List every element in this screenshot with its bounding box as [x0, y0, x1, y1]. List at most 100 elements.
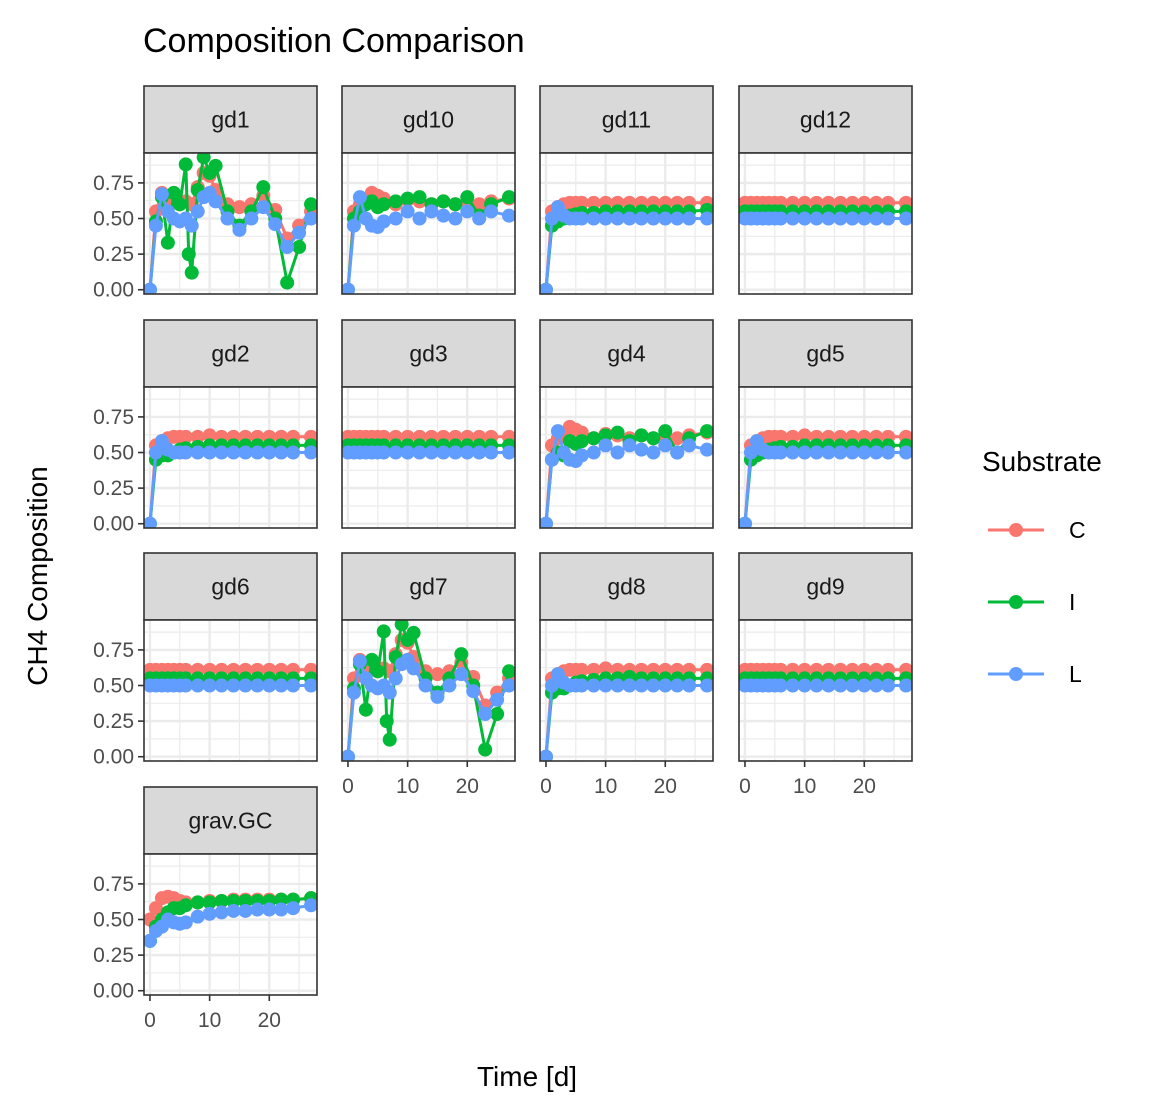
data-point-C [598, 661, 613, 676]
data-point-L [304, 678, 317, 693]
data-point-L [743, 445, 758, 460]
facet-panel-gd1: gd1 0.00 0.25 0.50 0.75 [93, 85, 318, 302]
data-point-L [881, 211, 896, 226]
data-point-L [292, 225, 307, 240]
legend-key-point [1009, 523, 1023, 537]
data-point-L [304, 211, 317, 226]
data-point-L [586, 678, 601, 693]
y-tick-label: 0.00 [93, 279, 134, 302]
legend-item-I: I [988, 589, 1075, 615]
data-point-L [220, 211, 235, 226]
data-point-L [226, 903, 241, 918]
data-point-L [899, 445, 912, 460]
data-point-L [658, 678, 673, 693]
facet-strip [539, 319, 714, 388]
data-point-I [700, 424, 713, 439]
data-point-L [821, 678, 836, 693]
data-point-I [502, 190, 515, 205]
facet-grid: gd1 0.00 0.25 0.50 0.75 gd10 gd11 gd12 gd2 0.00 0.… [93, 85, 913, 1032]
data-point-L [634, 211, 649, 226]
data-point-L [424, 204, 439, 219]
data-point-L [845, 211, 860, 226]
data-point-L [646, 211, 661, 226]
data-point-L [238, 903, 253, 918]
y-tick-label: 0.25 [93, 477, 134, 500]
data-point-L [610, 445, 625, 460]
data-point-I [190, 895, 205, 910]
data-point-L [342, 749, 355, 761]
legend-item-C: C [988, 517, 1086, 543]
data-point-C [574, 195, 589, 210]
data-point-L [833, 678, 848, 693]
facet-strip-label: grav.GC [189, 808, 273, 834]
data-point-L [646, 445, 661, 460]
data-point-L [700, 211, 713, 226]
data-point-I [454, 647, 469, 662]
data-point-L [670, 445, 685, 460]
data-point-I [574, 434, 589, 449]
data-point-C [232, 200, 247, 215]
data-point-I [196, 153, 211, 165]
y-tick-label: 0.50 [93, 442, 134, 465]
data-point-I [226, 894, 241, 908]
x-tick-label: 20 [456, 775, 479, 798]
legend-label-I: I [1069, 589, 1075, 615]
data-point-I [202, 895, 217, 910]
x-tick-label: 10 [594, 775, 617, 798]
data-point-I [436, 194, 451, 209]
data-point-L [540, 516, 553, 528]
facet-strip-label: gd11 [602, 107, 651, 133]
data-point-L [430, 689, 445, 704]
x-tick-label: 0 [342, 775, 354, 798]
facet-panel-gd4: gd4 [539, 319, 714, 529]
data-point-L [610, 678, 625, 693]
legend-label-C: C [1069, 517, 1086, 543]
data-point-L [244, 211, 259, 226]
data-point-L [670, 211, 685, 226]
data-point-L [881, 445, 896, 460]
data-point-I [598, 428, 613, 443]
data-point-I [382, 732, 397, 747]
data-point-L [214, 678, 229, 693]
panel-border [143, 619, 318, 762]
plot-data [739, 662, 912, 693]
data-point-I [379, 714, 394, 729]
y-tick-label: 0.50 [93, 909, 134, 932]
data-point-L [154, 187, 169, 202]
x-tick-label: 20 [853, 775, 876, 798]
data-point-L [598, 211, 613, 226]
data-point-I [172, 197, 187, 212]
data-point-C [190, 429, 205, 444]
data-point-L [376, 214, 391, 229]
data-point-I [208, 158, 223, 173]
plot-data [144, 889, 317, 948]
plot-data [144, 428, 317, 528]
plot-data [540, 419, 713, 528]
data-point-L [881, 678, 896, 693]
data-point-L [845, 445, 860, 460]
data-point-L [406, 661, 421, 676]
facet-strip [143, 319, 318, 388]
data-point-L [670, 678, 685, 693]
data-point-L [899, 678, 912, 693]
data-point-L [540, 749, 553, 761]
facet-strip-label: gd4 [607, 341, 646, 367]
data-point-L [388, 671, 403, 686]
data-point-L [250, 445, 265, 460]
facet-strip [341, 319, 516, 388]
data-point-L [646, 678, 661, 693]
data-point-L [472, 445, 487, 460]
x-tick-label: 20 [258, 1009, 281, 1032]
data-point-L [214, 905, 229, 920]
plot-data [144, 153, 317, 294]
facet-panel-grav-GC: grav.GC 0.00 0.25 0.50 0.75 0 10 20 [93, 786, 318, 1032]
data-point-L [214, 445, 229, 460]
y-tick-label: 0.00 [93, 980, 134, 1003]
data-point-L [352, 190, 367, 205]
data-point-L [436, 445, 451, 460]
data-point-I [292, 240, 307, 254]
x-tick-label: 20 [654, 775, 677, 798]
data-point-C [586, 662, 601, 677]
data-point-L [202, 678, 217, 693]
data-point-L [412, 211, 427, 226]
